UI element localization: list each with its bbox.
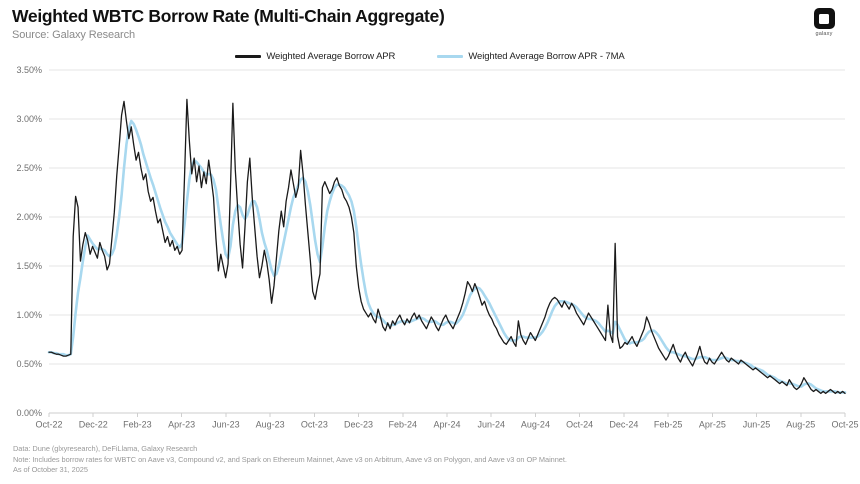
x-axis-tick-label: Aug-24 [521, 420, 550, 430]
legend-swatch-apr-7ma [437, 55, 464, 58]
galaxy-logo-icon [813, 8, 835, 29]
x-axis-tick-label: Feb-25 [654, 420, 683, 430]
x-axis-tick-label: Dec-24 [609, 420, 638, 430]
galaxy-logo-wordmark: galaxy [815, 31, 833, 37]
footnote-asof: As of October 31, 2025 [13, 465, 88, 474]
x-axis-tick-label: Apr-25 [699, 420, 726, 430]
x-axis-tick-label: Jun-25 [743, 420, 771, 430]
y-axis-tick-label: 1.00% [16, 310, 42, 320]
series-line-apr-7ma [47, 119, 847, 394]
header: Weighted WBTC Borrow Rate (Multi-Chain A… [12, 6, 792, 43]
page-title: Weighted WBTC Borrow Rate (Multi-Chain A… [12, 6, 445, 26]
x-axis-tick-label: Aug-25 [786, 420, 815, 430]
footnote-data: Data: Dune (glxyresearch), DeFiLlama, Ga… [13, 444, 198, 453]
x-axis-tick-label: Oct-25 [831, 420, 858, 430]
x-axis-tick-label: Dec-23 [344, 420, 373, 430]
footnotes: Data: Dune (glxyresearch), DeFiLlama, Ga… [13, 444, 843, 476]
y-axis-tick-label: 3.00% [16, 114, 42, 124]
y-axis-tick-label: 1.50% [16, 261, 42, 271]
legend-label-apr: Weighted Average Borrow APR [266, 51, 396, 62]
x-axis-tick-label: Jun-24 [477, 420, 505, 430]
y-axis-tick-label: 3.50% [16, 65, 42, 75]
x-axis-tick-label: Feb-23 [123, 420, 152, 430]
x-axis-tick-label: Apr-24 [433, 420, 460, 430]
chart-legend: Weighted Average Borrow APR Weighted Ave… [0, 51, 860, 62]
legend-item-apr[interactable]: Weighted Average Borrow APR [235, 51, 395, 62]
x-axis-tick-label: Apr-23 [168, 420, 195, 430]
legend-swatch-apr [235, 55, 262, 58]
y-axis-tick-label: 0.00% [16, 408, 42, 418]
y-axis-tick-label: 0.50% [16, 359, 42, 369]
x-axis-tick-label: Jun-23 [212, 420, 240, 430]
legend-item-apr-7ma[interactable]: Weighted Average Borrow APR - 7MA [437, 51, 625, 62]
legend-label-apr-7ma: Weighted Average Borrow APR - 7MA [468, 51, 625, 62]
x-axis-tick-label: Oct-23 [301, 420, 328, 430]
x-axis-tick-label: Aug-23 [256, 420, 285, 430]
series-line-apr [48, 98, 846, 395]
x-axis-tick-label: Oct-22 [35, 420, 62, 430]
galaxy-logo: galaxy [802, 8, 846, 37]
x-axis-tick-label: Dec-22 [79, 420, 108, 430]
footnote-note: Note: Includes borrow rates for WBTC on … [13, 454, 567, 464]
y-axis-tick-label: 2.50% [16, 163, 42, 173]
x-axis-tick-label: Feb-24 [389, 420, 418, 430]
y-axis-tick-label: 2.00% [16, 212, 42, 222]
source-label: Source: Galaxy Research [12, 29, 136, 41]
x-axis-tick-label: Oct-24 [566, 420, 593, 430]
